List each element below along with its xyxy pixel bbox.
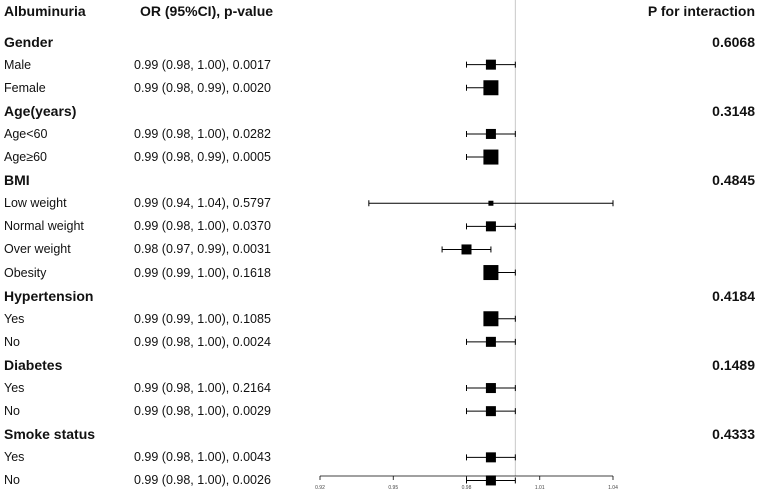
point-estimate-marker <box>485 383 496 394</box>
point-estimate-marker <box>485 406 496 417</box>
point-estimate-marker <box>483 149 499 165</box>
subgroup-label: Male <box>4 57 32 72</box>
point-estimate-marker <box>461 244 472 255</box>
estimate-text: 0.99 (0.98, 1.00), 0.0017 <box>134 57 271 72</box>
estimate-text: 0.98 (0.97, 0.99), 0.0031 <box>134 242 271 257</box>
p-interaction-value: 0.4184 <box>712 287 755 304</box>
point-estimate-marker <box>485 59 496 70</box>
group-label: Smoke status <box>4 426 96 443</box>
point-estimate-marker <box>483 80 499 96</box>
group-label: Hypertension <box>4 287 94 304</box>
estimate-text: 0.99 (0.98, 1.00), 0.2164 <box>134 381 271 396</box>
column-header-estimate: OR (95%CI), p-value <box>140 3 274 19</box>
estimate-text: 0.99 (0.98, 1.00), 0.0029 <box>134 404 271 419</box>
point-estimate-marker <box>485 452 496 463</box>
estimate-text: 0.99 (0.99, 1.00), 0.1618 <box>134 265 271 280</box>
estimate-text: 0.99 (0.98, 0.99), 0.0005 <box>134 150 271 165</box>
subgroup-label: Female <box>4 80 46 95</box>
subgroup-label: Yes <box>4 450 25 465</box>
subgroup-label: No <box>4 334 20 349</box>
subgroup-label: No <box>4 473 20 488</box>
point-estimate-marker <box>485 128 496 139</box>
estimate-text: 0.99 (0.98, 1.00), 0.0024 <box>134 334 271 349</box>
estimate-text: 0.99 (0.94, 1.04), 0.5797 <box>134 196 271 211</box>
subgroup-label: Obesity <box>4 265 47 280</box>
point-estimate-marker <box>488 200 494 206</box>
p-interaction-value: 0.4333 <box>712 426 755 443</box>
group-label: Age(years) <box>4 102 77 119</box>
point-estimate-marker <box>485 475 496 486</box>
group-label: Diabetes <box>4 356 63 373</box>
estimate-text: 0.99 (0.98, 1.00), 0.0043 <box>134 450 271 465</box>
point-estimate-marker <box>483 265 499 281</box>
p-interaction-value: 0.1489 <box>712 356 755 373</box>
estimate-text: 0.99 (0.98, 1.00), 0.0370 <box>134 219 271 234</box>
subgroup-label: Normal weight <box>4 219 84 234</box>
point-estimate-marker <box>483 311 499 327</box>
p-interaction-value: 0.3148 <box>712 102 755 119</box>
subgroup-label: Age≥60 <box>4 150 48 165</box>
x-tick-label: 0.98 <box>462 485 472 491</box>
x-tick-label: 1.04 <box>608 485 618 491</box>
x-tick-label: 1.01 <box>535 485 545 491</box>
subgroup-label: Yes <box>4 381 25 396</box>
column-header-p-interaction: P for interaction <box>647 3 755 19</box>
x-tick-label: 0.95 <box>388 485 398 491</box>
estimate-text: 0.99 (0.98, 1.00), 0.0282 <box>134 126 271 141</box>
p-interaction-value: 0.6068 <box>712 33 755 50</box>
subgroup-label: Over weight <box>4 242 71 257</box>
subgroup-label: Yes <box>4 311 25 326</box>
estimate-text: 0.99 (0.99, 1.00), 0.1085 <box>134 311 271 326</box>
estimate-text: 0.99 (0.98, 1.00), 0.0026 <box>134 473 271 488</box>
column-header-subgroup: Albuminuria <box>4 3 86 19</box>
subgroup-label: Age<60 <box>4 126 48 141</box>
p-interaction-value: 0.4845 <box>712 172 755 189</box>
group-label: Gender <box>4 33 54 50</box>
point-estimate-marker <box>485 336 496 347</box>
x-tick-label: 0.92 <box>315 485 325 491</box>
estimate-text: 0.99 (0.98, 0.99), 0.0020 <box>134 80 271 95</box>
subgroup-label: Low weight <box>4 196 67 211</box>
subgroup-label: No <box>4 404 20 419</box>
point-estimate-marker <box>485 221 496 232</box>
group-label: BMI <box>4 172 30 189</box>
